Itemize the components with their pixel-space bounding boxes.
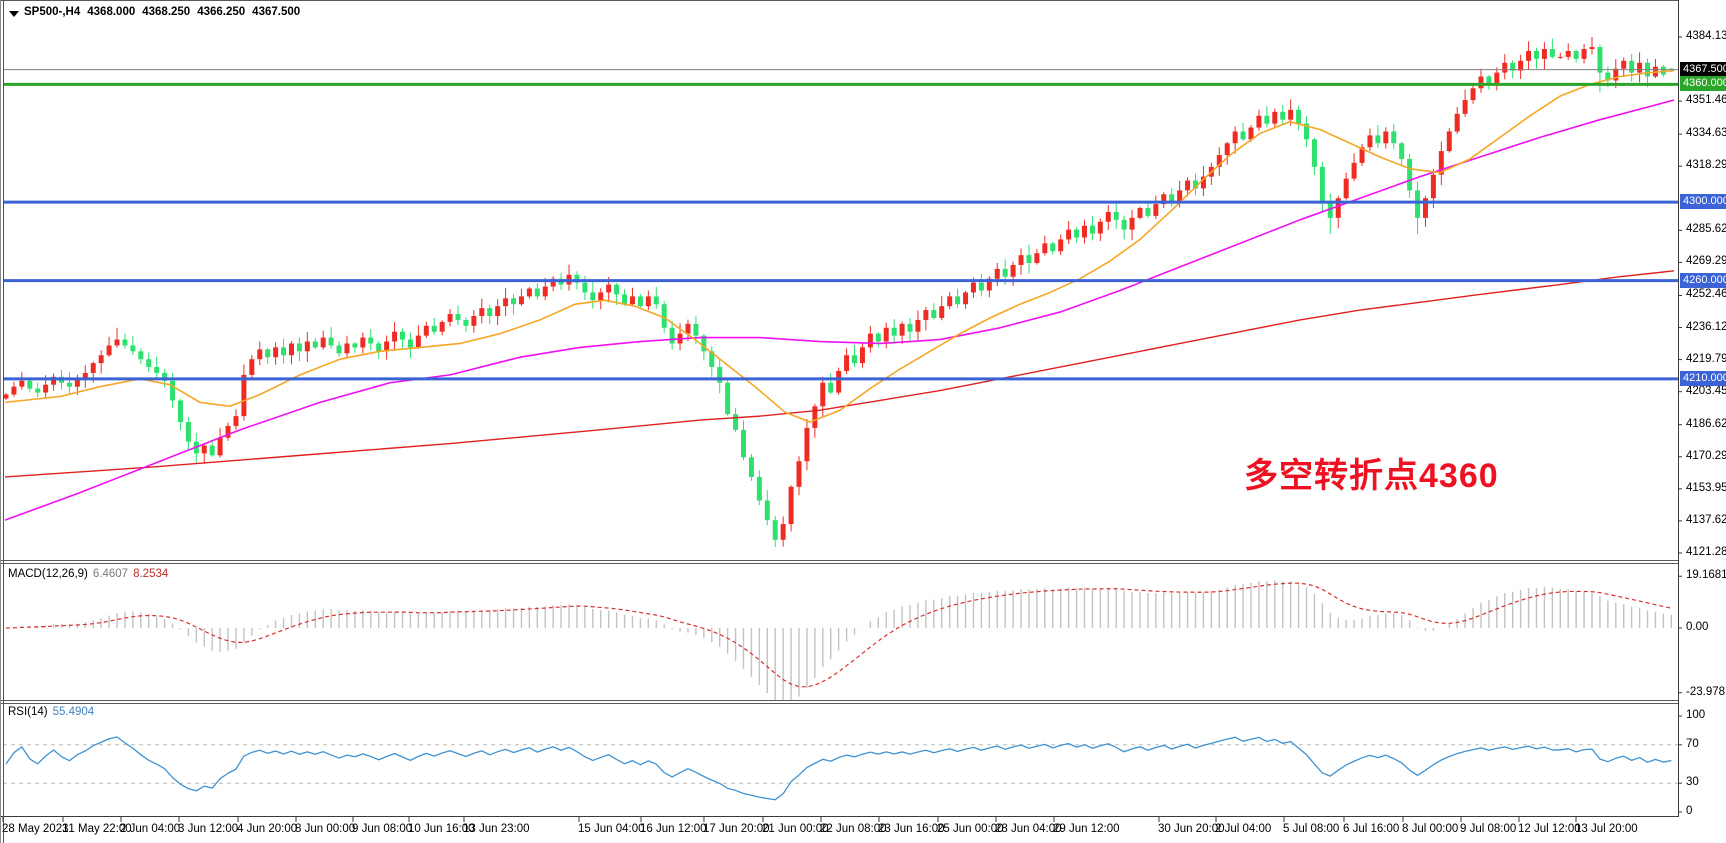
- price-badge: 4210.000: [1680, 370, 1726, 386]
- price-tick-label: 4252.460: [1686, 288, 1726, 301]
- horizontal-levels-layer[interactable]: [3, 69, 1678, 381]
- price-badge: 4260.000: [1680, 272, 1726, 288]
- symbol-dropdown-arrow-icon[interactable]: [9, 11, 19, 17]
- time-tick-label: 22 Jun 08:00: [820, 823, 887, 835]
- rsi-tick-label: 70: [1686, 737, 1699, 750]
- rsi-layer: [3, 736, 1678, 801]
- rsi-tick-label: 0: [1686, 805, 1693, 817]
- quote-high: 4368.250: [142, 6, 191, 18]
- time-tick-label: 9 Jul 08:00: [1460, 823, 1517, 835]
- symbol-quote-bar: SP500-,H4 4368.000 4368.250 4366.250 4367.50…: [24, 6, 307, 18]
- macd-panel-label: MACD(12,26,9) 6.4607 8.2534: [8, 568, 168, 580]
- price-tick-label: 4318.295: [1686, 159, 1726, 172]
- time-tick-label: 16 Jun 12:00: [640, 823, 707, 835]
- price-tick-label: 4219.790: [1686, 352, 1726, 365]
- candles-layer[interactable]: [3, 37, 1674, 548]
- time-tick-label: 31 May 22:00: [62, 823, 132, 835]
- macd-tick-label: 19.1681: [1686, 569, 1726, 582]
- price-tick-label: 4384.130: [1686, 30, 1726, 42]
- time-tick-label: 3 Jun 12:00: [178, 823, 239, 835]
- price-tick-label: 4153.955: [1686, 481, 1726, 494]
- macd-name: MACD(12,26,9): [8, 568, 88, 580]
- quote-open: 4368.000: [87, 6, 136, 18]
- price-tick-label: 4285.625: [1686, 223, 1726, 236]
- macd-value-main: 6.4607: [92, 568, 129, 580]
- time-tick-label: 13 Jul 20:00: [1575, 823, 1638, 835]
- macd-tick-label: 0.00: [1686, 621, 1709, 633]
- time-tick-label: 8 Jun 00:00: [295, 823, 356, 835]
- symbol-period: SP500-,H4: [24, 6, 81, 18]
- rsi-tick-label: 30: [1686, 776, 1699, 789]
- time-tick-label: 15 Jun 04:00: [578, 823, 645, 835]
- price-tick-label: 4269.290: [1686, 255, 1726, 268]
- macd-value-signal: 8.2534: [133, 568, 169, 580]
- time-tick-label: 25 Jun 00:00: [937, 823, 1004, 835]
- time-tick-label: 28 Jun 04:00: [995, 823, 1062, 835]
- time-tick-label: 29 Jun 12:00: [1053, 823, 1120, 835]
- time-tick-label: 6 Jul 16:00: [1343, 823, 1400, 835]
- time-tick-label: 21 Jun 00:00: [762, 823, 829, 835]
- time-tick-label: 30 Jun 20:00: [1158, 823, 1225, 835]
- macd-layer: [5, 580, 1673, 700]
- time-tick-label: 4 Jun 20:00: [237, 823, 298, 835]
- time-tick-label: 2 Jul 04:00: [1215, 823, 1272, 835]
- price-tick-label: 4186.625: [1686, 417, 1726, 430]
- time-tick-label: 17 Jun 20:00: [703, 823, 770, 835]
- price-tick-label: 4334.630: [1686, 127, 1726, 140]
- time-tick-label: 13 Jun 23:00: [463, 823, 530, 835]
- price-tick-label: 4170.290: [1686, 449, 1726, 462]
- rsi-panel-label: RSI(14) 55.4904: [8, 706, 94, 718]
- panel-frame: [0, 0, 1682, 843]
- time-tick-label: 12 Jul 12:00: [1518, 823, 1581, 835]
- rsi-value: 55.4904: [52, 706, 95, 718]
- moving-averages-layer: [4, 69, 1675, 521]
- quote-low: 4366.250: [197, 6, 246, 18]
- time-tick-label: 9 Jun 08:00: [352, 823, 413, 835]
- price-badge: 4360.000: [1680, 76, 1726, 92]
- rsi-tick-label: 100: [1686, 709, 1706, 721]
- price-badge: 4367.500: [1680, 61, 1726, 77]
- rsi-name: RSI(14): [8, 706, 48, 718]
- price-tick-label: 4121.285: [1686, 545, 1726, 558]
- price-tick-label: 4137.620: [1686, 513, 1726, 526]
- price-tick-label: 4203.455: [1686, 384, 1726, 397]
- time-tick-label: 5 Jul 08:00: [1283, 823, 1340, 835]
- price-tick-label: 4236.125: [1686, 320, 1726, 333]
- time-tick-label: 23 Jun 16:00: [878, 823, 945, 835]
- time-tick-label: 10 Jun 16:00: [408, 823, 475, 835]
- chart-annotation[interactable]: 多空转折点4360: [1244, 457, 1499, 495]
- quote-close: 4367.500: [252, 6, 301, 18]
- price-tick-label: 4351.460: [1686, 94, 1726, 107]
- time-tick-label: 2 Jun 04:00: [120, 823, 181, 835]
- time-tick-label: 8 Jul 00:00: [1402, 823, 1459, 835]
- price-badge: 4300.000: [1680, 194, 1726, 210]
- time-tick-label: 28 May 2021: [2, 823, 69, 835]
